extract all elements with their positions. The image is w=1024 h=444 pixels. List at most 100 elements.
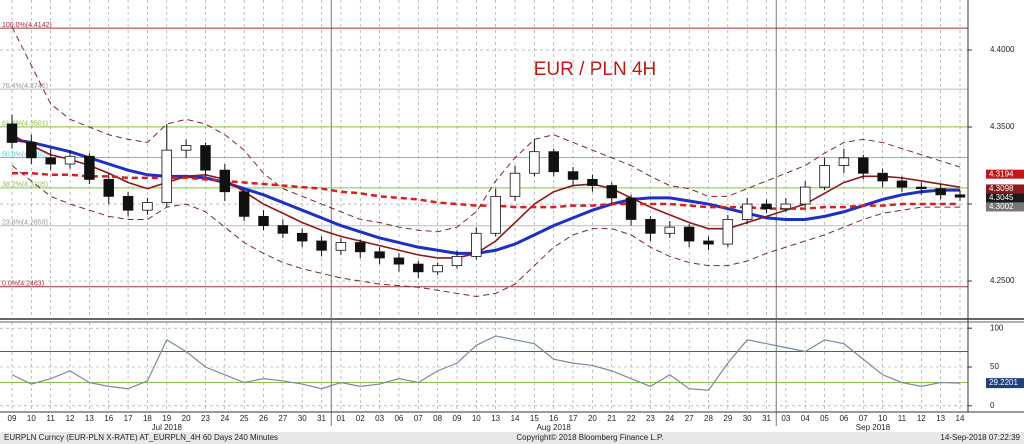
x-tick-label: 02 <box>356 414 365 423</box>
x-tick-label: 23 <box>201 414 210 423</box>
x-tick-label: 31 <box>317 414 326 423</box>
candle-body <box>664 226 676 234</box>
x-tick-label: 14 <box>511 414 520 423</box>
x-tick-label: 03 <box>375 414 384 423</box>
x-tick-label: 10 <box>878 414 887 423</box>
x-tick-label: 10 <box>27 414 36 423</box>
candle-body <box>471 232 482 257</box>
x-tick-label: 20 <box>588 414 597 423</box>
x-tick-label: 17 <box>124 414 133 423</box>
candle-body <box>606 185 617 199</box>
candle-body <box>741 203 753 220</box>
candle-body <box>200 145 211 171</box>
candle-body <box>238 191 250 217</box>
month-label: Jul 2018 <box>152 423 183 432</box>
x-tick-label: 11 <box>47 414 56 423</box>
candle-body <box>374 251 385 259</box>
candle-body <box>84 155 95 180</box>
candle-body <box>451 256 463 267</box>
fib-label: 76.4%(4.3746) <box>2 83 48 90</box>
footer-center: Copyright© 2018 Bloomberg Finance L.P. <box>516 433 663 442</box>
chart-title: EUR / PLN 4H <box>534 59 656 80</box>
footer-bar <box>0 432 1024 444</box>
indicator-line <box>11 26 961 233</box>
price-tag <box>986 193 1024 203</box>
x-tick-label: 01 <box>336 414 345 423</box>
candle-body <box>780 203 792 210</box>
candle-body <box>838 157 850 166</box>
price-tag-label: 4.3002 <box>989 202 1014 211</box>
fib-label: 0.0%(4.2463) <box>2 281 44 288</box>
x-tick-label: 28 <box>704 414 713 423</box>
price-tag-label: 4.3098 <box>989 184 1014 193</box>
fib-label: 38.2%(4.3105) <box>2 182 48 189</box>
x-tick-label: 12 <box>917 414 926 423</box>
x-tick-label: 26 <box>259 414 268 423</box>
indicator-line <box>12 171 960 210</box>
candle-body <box>432 265 443 273</box>
candle-body <box>6 123 18 143</box>
x-tick-label: 09 <box>8 414 17 423</box>
x-tick-label: 30 <box>743 414 752 423</box>
x-tick-label: 16 <box>549 414 558 423</box>
candle-body <box>858 157 869 174</box>
candle-body <box>122 195 134 211</box>
candle-body <box>103 179 114 197</box>
candle-body <box>490 195 501 234</box>
price-tag <box>986 169 1024 179</box>
y-tick-label: 100 <box>990 323 1004 332</box>
y-tick-label: 50 <box>990 362 999 371</box>
candle-body <box>625 197 637 220</box>
candle-body <box>219 169 231 193</box>
candle-body <box>64 155 76 165</box>
candle-body <box>935 188 946 196</box>
candle-body <box>180 145 192 151</box>
x-tick-label: 19 <box>162 414 171 423</box>
price-tag-label: 4.3194 <box>989 169 1014 178</box>
candle-body <box>277 225 289 234</box>
indicator-line <box>11 165 960 297</box>
candle-body <box>799 186 811 205</box>
x-tick-label: 17 <box>569 414 578 423</box>
x-tick-label: 22 <box>627 414 636 423</box>
candle-body <box>722 219 734 245</box>
candle-body <box>355 242 366 253</box>
x-tick-label: 15 <box>530 414 539 423</box>
candle-body <box>161 149 173 203</box>
x-tick-label: 10 <box>472 414 481 423</box>
x-tick-label: 16 <box>104 414 113 423</box>
x-tick-label: 03 <box>781 414 790 423</box>
candle-body <box>45 157 56 165</box>
month-label: Aug 2018 <box>537 423 572 432</box>
x-tick-label: 06 <box>839 414 848 423</box>
candle-body <box>296 232 308 242</box>
x-tick-label: 13 <box>491 414 500 423</box>
footer-left: EURPLN Curncy (EUR-PLN X-RATE) AT_EURPLN… <box>4 433 278 442</box>
last-value-label: 29.2201 <box>989 378 1018 387</box>
candle-body <box>26 142 37 159</box>
candle-body <box>683 226 695 242</box>
x-tick-label: 25 <box>240 414 249 423</box>
x-tick-label: 21 <box>607 414 616 423</box>
x-tick-label: 07 <box>414 414 423 423</box>
x-tick-label: 23 <box>646 414 655 423</box>
candle-body <box>916 186 927 190</box>
fib-label: 61.8%(4.3501) <box>2 121 48 128</box>
candle-body <box>529 151 540 174</box>
candle-body <box>393 257 405 265</box>
y-tick-label: 4.3500 <box>990 122 1015 131</box>
fib-label: 23.6%(4.2859) <box>2 220 48 227</box>
y-tick-label: 4.2500 <box>990 276 1015 285</box>
candle-body <box>954 194 966 198</box>
candle-body <box>819 165 830 188</box>
x-tick-label: 13 <box>936 414 945 423</box>
x-tick-label: 12 <box>66 414 75 423</box>
x-tick-label: 27 <box>685 414 694 423</box>
x-tick-label: 11 <box>898 414 907 423</box>
candle-body <box>587 179 598 186</box>
candle-body <box>413 263 424 273</box>
x-tick-label: 09 <box>453 414 462 423</box>
x-tick-label: 14 <box>956 414 965 423</box>
